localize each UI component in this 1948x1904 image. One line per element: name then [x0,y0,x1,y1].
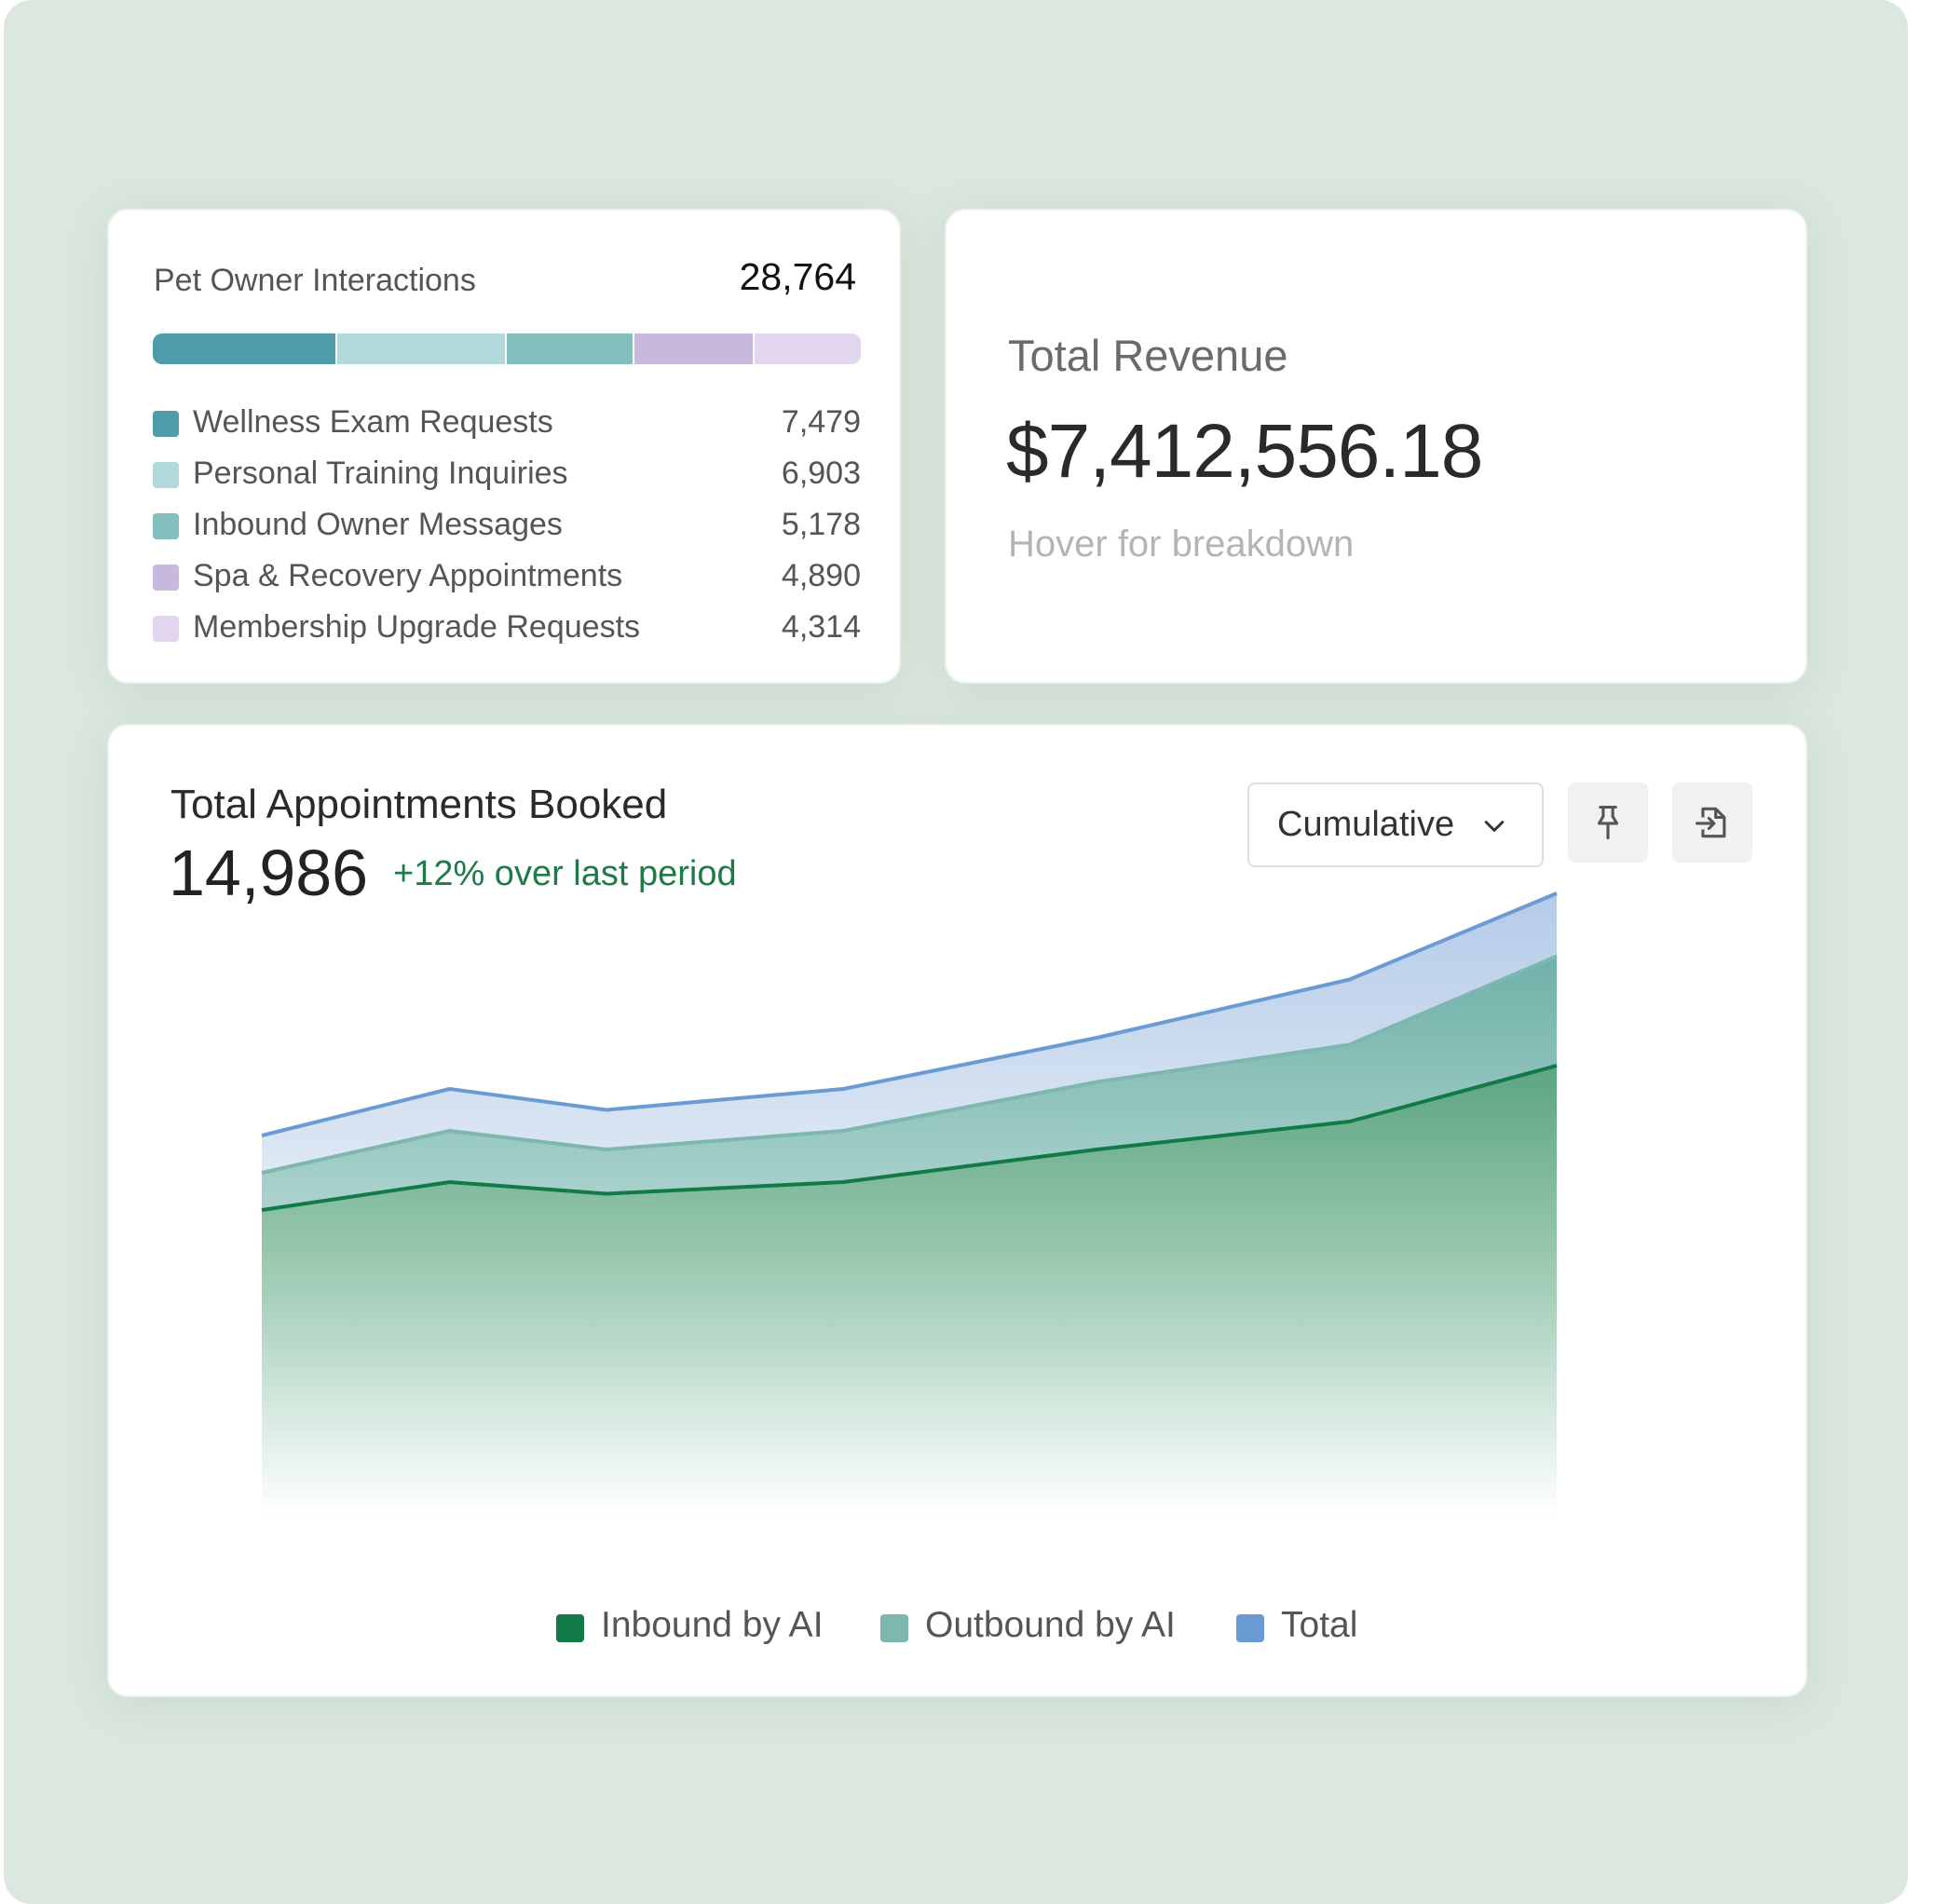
chart-lines [261,891,1558,1212]
interaction-label: Spa & Recovery Appointments [193,558,623,593]
inbound-by-ai-line[interactable] [261,1064,1558,1212]
interaction-label: Personal Training Inquiries [193,456,568,491]
legend-label: Outbound by AI [925,1605,1176,1645]
appointments-value: 14,986 [169,836,369,909]
total-line[interactable] [261,891,1558,1137]
interaction-row: Spa & Recovery Appointments 4,890 [153,551,861,602]
inbound-by-ai-area [262,1066,1557,1517]
outbound-by-ai-line[interactable] [261,954,1558,1175]
legend-swatch [153,616,179,642]
interaction-value: 4,314 [781,609,861,645]
interaction-row: Membership Upgrade Requests 4,314 [153,602,861,653]
export-icon [1695,807,1726,838]
legend-label: Total [1281,1605,1358,1645]
legend-swatch [153,564,179,591]
bar-segment[interactable] [633,333,755,364]
interaction-label: Wellness Exam Requests [193,404,553,440]
chart-legend: Inbound by AI Outbound by AI Total [109,1605,1805,1652]
chevron-down-icon [1484,821,1505,832]
interaction-row: Personal Training Inquiries 6,903 [153,448,861,499]
legend-swatch [880,1614,908,1642]
pin-button[interactable] [1568,782,1648,863]
revenue-hint: Hover for breakdown [1008,524,1355,564]
view-mode-label: Cumulative [1277,805,1455,844]
interactions-total: 28,764 [739,255,856,298]
interactions-card: Pet Owner Interactions 28,764 Wellness E… [107,209,901,684]
interaction-label: Membership Upgrade Requests [193,609,641,645]
interactions-title: Pet Owner Interactions [154,263,476,298]
appointments-title: Total Appointments Booked [170,782,668,827]
appointments-card: Total Appointments Booked 14,986 +12% ov… [107,724,1807,1697]
legend-swatch [153,513,179,539]
bar-segment[interactable] [506,333,634,364]
bar-segment[interactable] [336,333,507,364]
interaction-row: Wellness Exam Requests 7,479 [153,397,861,448]
revenue-value: $7,412,556.18 [1006,409,1483,494]
interactions-stacked-bar[interactable] [153,333,861,364]
revenue-label: Total Revenue [1008,331,1288,380]
pin-icon [1597,805,1619,840]
chart-areas [262,893,1557,1517]
appointments-area-chart[interactable] [109,726,1809,1699]
appointments-delta: +12% over last period [393,854,737,893]
interaction-value: 5,178 [781,507,861,542]
legend-swatch [556,1614,584,1642]
legend-swatch [153,411,179,437]
interaction-label: Inbound Owner Messages [193,507,563,542]
interaction-value: 6,903 [781,456,861,491]
interaction-value: 4,890 [781,558,861,593]
interactions-header: Pet Owner Interactions 28,764 [154,255,856,302]
bar-segment[interactable] [755,333,861,364]
legend-label: Inbound by AI [601,1605,824,1645]
interaction-row: Inbound Owner Messages 5,178 [153,499,861,551]
legend-swatch [1236,1614,1264,1642]
legend-swatch [153,462,179,488]
revenue-card[interactable]: Total Revenue $7,412,556.18 Hover for br… [945,209,1807,684]
dashboard-background: Pet Owner Interactions 28,764 Wellness E… [4,0,1908,1904]
bar-segment[interactable] [153,333,337,364]
view-mode-select[interactable]: Cumulative [1247,782,1544,867]
export-button[interactable] [1672,782,1752,863]
interactions-breakdown-list: Wellness Exam Requests 7,479 Personal Trai… [153,397,861,653]
interaction-value: 7,479 [781,404,861,440]
